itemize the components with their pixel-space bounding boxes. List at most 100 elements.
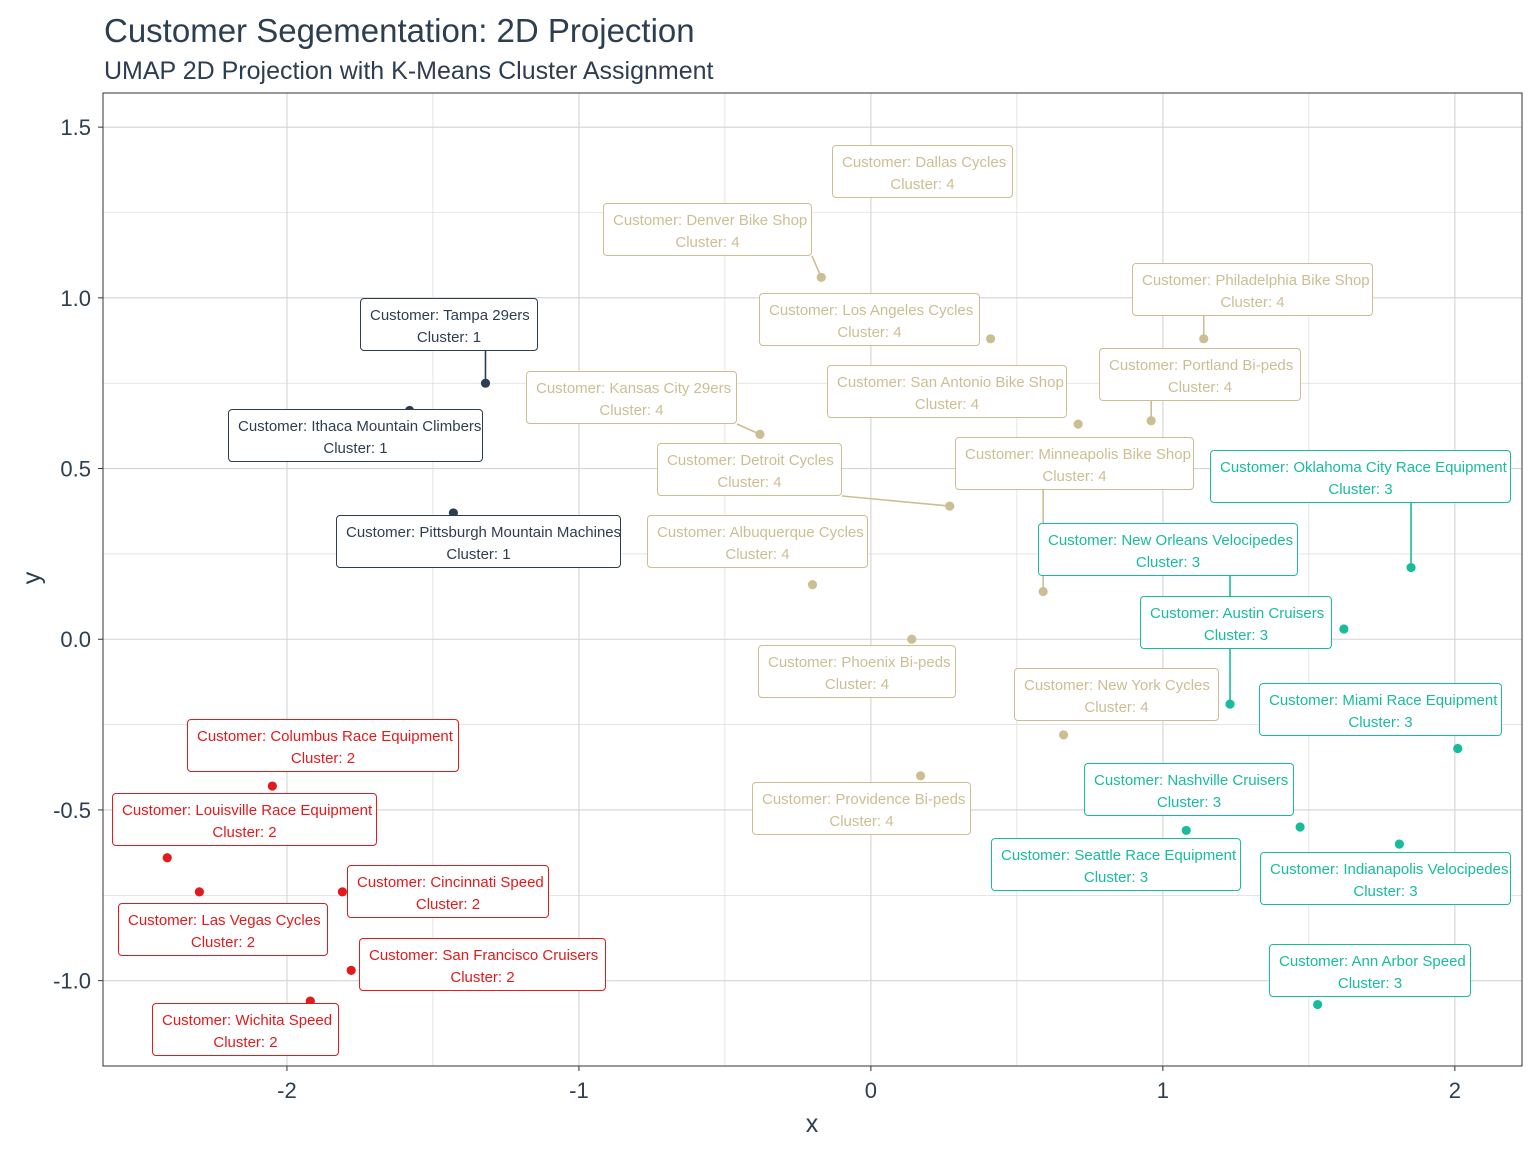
point-label-cluster: Cluster: 4	[675, 234, 740, 251]
scatter-point	[194, 887, 204, 897]
point-label-cluster: Cluster: 3	[1083, 869, 1149, 886]
point-label-customer: Customer: Dallas Cycles	[842, 154, 1007, 171]
point-label-cluster: Cluster: 4	[837, 324, 902, 341]
point-label-customer: Customer: Cincinnati Speed	[357, 874, 544, 891]
plot-panel-border	[102, 92, 1523, 1067]
scatter-point	[1199, 334, 1209, 344]
y-tick-label: 1.5	[60, 115, 91, 140]
scatter-point	[162, 853, 172, 863]
point-label-cluster: Cluster: 4	[1042, 468, 1107, 485]
chart-title: Customer Segementation: 2D Projection	[104, 12, 695, 49]
point-label: Customer: Indianapolis Velocipedes Cluste…	[1260, 852, 1511, 905]
point-label-cluster: Cluster: 4	[725, 546, 790, 563]
point-label-customer: Customer: Miami Race Equipment	[1269, 692, 1498, 709]
point-label-cluster: Cluster: 1	[323, 440, 388, 457]
scatter-point	[1146, 416, 1156, 426]
scatter-point	[1394, 839, 1404, 849]
point-label-customer: Customer: Oklahoma City Race Equipment	[1220, 459, 1507, 476]
point-label: Customer: New York Cycles Cluster: 4	[1014, 668, 1219, 721]
scatter-point	[337, 887, 348, 897]
x-tick-label: -1	[569, 1078, 589, 1103]
point-label-cluster: Cluster: 4	[1167, 379, 1233, 396]
point-label: Customer: Pittsburgh Mountain Machines Cl…	[336, 515, 621, 568]
scatter-point	[1406, 562, 1416, 573]
x-tick-label: 1	[1157, 1078, 1169, 1103]
scatter-point	[907, 634, 917, 644]
point-label: Customer: Phoenix Bi-peds Cluster: 4	[758, 645, 956, 698]
leader-line	[841, 495, 950, 507]
point-label-cluster: Cluster: 3	[1353, 883, 1418, 900]
point-label-cluster: Cluster: 1	[446, 546, 511, 563]
scatter-point	[986, 334, 996, 344]
point-label-customer: Customer: Las Vegas Cycles	[128, 912, 321, 929]
point-label: Customer: Portland Bi-peds Cluster: 4	[1099, 348, 1301, 401]
point-label: Customer: Seattle Race Equipment Cluster:…	[991, 838, 1241, 891]
point-label: Customer: Louisville Race Equipment Clust…	[112, 793, 377, 846]
point-label-cluster: Cluster: 2	[213, 1034, 278, 1051]
point-label: Customer: Providence Bi-peds Cluster: 4	[752, 782, 971, 835]
point-label-customer: Customer: Minneapolis Bike Shop	[965, 446, 1191, 463]
point-label: Customer: Miami Race Equipment Cluster: 3	[1259, 683, 1502, 736]
point-label: Customer: Los Angeles Cycles Cluster: 4	[759, 293, 980, 346]
point-label-customer: Customer: Ann Arbor Speed	[1279, 953, 1466, 970]
point-label-customer: Customer: Columbus Race Equipment	[197, 728, 453, 745]
point-label: Customer: Denver Bike Shop Cluster: 4	[603, 203, 812, 256]
y-tick-label: 1.0	[60, 286, 91, 311]
point-label-customer: Customer: Albuquerque Cycles	[657, 524, 864, 541]
point-label-customer: Customer: Detroit Cycles	[667, 452, 834, 469]
point-label: Customer: Dallas Cycles Cluster: 4	[832, 145, 1013, 198]
y-tick-label: -0.5	[53, 798, 91, 823]
scatter-point	[480, 378, 491, 388]
point-label: Customer: Wichita Speed Cluster: 2	[152, 1003, 339, 1056]
point-label: Customer: San Francisco Cruisers Cluster:…	[359, 938, 606, 991]
point-label-cluster: Cluster: 4	[824, 676, 890, 693]
point-label-customer: Customer: Denver Bike Shop	[613, 212, 808, 229]
y-tick-label: -1.0	[53, 969, 91, 994]
point-label-cluster: Cluster: 1	[416, 329, 482, 346]
x-tick-label: -2	[277, 1078, 297, 1103]
scatter-point	[1225, 699, 1235, 709]
scatter-point	[1038, 586, 1048, 597]
point-label-cluster: Cluster: 2	[415, 896, 481, 913]
point-label-cluster: Cluster: 4	[1084, 699, 1149, 716]
point-label-cluster: Cluster: 3	[1156, 794, 1222, 811]
y-tick-label: 0.5	[60, 457, 91, 482]
scatter-point	[1181, 825, 1191, 836]
scatter-point	[1453, 743, 1463, 754]
point-label: Customer: Cincinnati Speed Cluster: 2	[347, 865, 549, 918]
point-label-cluster: Cluster: 4	[829, 813, 894, 830]
scatter-point	[267, 781, 277, 791]
y-axis-ticks: 1.5 1.0 0.5 0.0 -0.5 -1.0	[53, 115, 103, 994]
point-label: Customer: Austin Cruisers Cluster: 3	[1140, 596, 1332, 649]
point-label-customer: Customer: New York Cycles	[1024, 677, 1210, 694]
scatter-point	[816, 272, 826, 282]
y-axis-label: y	[18, 571, 46, 584]
point-label-customer: Customer: Ithaca Mountain Climbers	[238, 418, 482, 435]
point-label-customer: Customer: Wichita Speed	[162, 1012, 333, 1029]
point-label-customer: Customer: Pittsburgh Mountain Machines	[346, 524, 622, 541]
scatter-point	[915, 771, 926, 781]
scatter-point	[346, 965, 356, 976]
x-tick-label: 2	[1449, 1078, 1461, 1103]
y-tick-label: 0.0	[60, 627, 91, 652]
scatter-point	[1295, 822, 1305, 832]
point-label-cluster: Cluster: 2	[290, 750, 356, 767]
point-label-cluster: Cluster: 3	[1328, 481, 1393, 498]
point-label-cluster: Cluster: 3	[1348, 714, 1413, 731]
x-tick-label: 0	[865, 1078, 877, 1103]
point-label-customer: Customer: Phoenix Bi-peds	[768, 654, 951, 671]
point-label-cluster: Cluster: 4	[599, 402, 664, 419]
point-label: Customer: New Orleans Velocipedes Cluster…	[1038, 523, 1298, 576]
point-label-customer: Customer: Kansas City 29ers	[536, 380, 732, 397]
x-axis-ticks: -2 -1 0 1 2	[277, 1066, 1461, 1103]
point-label: Customer: San Antonio Bike Shop Cluster: …	[827, 365, 1067, 418]
point-label-customer: Customer: Louisville Race Equipment	[122, 802, 373, 819]
point-label-customer: Customer: San Francisco Cruisers	[369, 947, 599, 964]
point-label-cluster: Cluster: 4	[1220, 294, 1285, 311]
point-label-cluster: Cluster: 3	[1337, 975, 1403, 992]
point-label: Customer: Las Vegas Cycles Cluster: 2	[118, 903, 328, 956]
point-label-customer: Customer: New Orleans Velocipedes	[1048, 532, 1294, 549]
point-label-cluster: Cluster: 4	[717, 474, 782, 491]
point-label: Customer: Tampa 29ers Cluster: 1	[360, 298, 538, 351]
point-label: Customer: Ann Arbor Speed Cluster: 3	[1269, 944, 1471, 997]
